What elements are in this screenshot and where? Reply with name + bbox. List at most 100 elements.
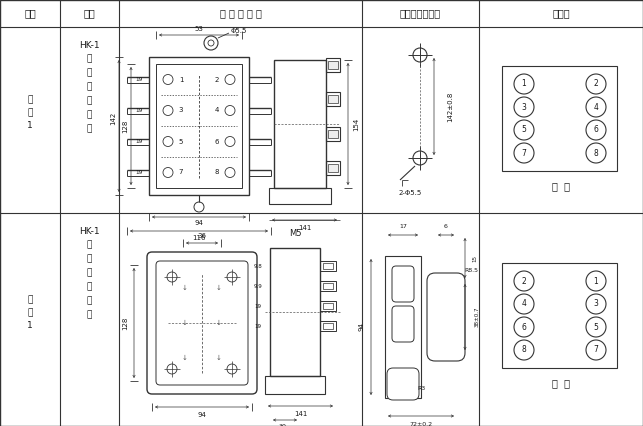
Text: 9.9: 9.9 (253, 283, 262, 288)
Text: 7: 7 (179, 170, 183, 176)
Text: 安装开孔尺寸图: 安装开孔尺寸图 (400, 9, 441, 18)
Text: 后: 后 (87, 282, 92, 291)
Circle shape (586, 143, 606, 163)
Text: 19: 19 (135, 77, 143, 82)
Text: 式: 式 (87, 83, 92, 92)
Bar (502, 66, 617, 171)
Bar (328, 164, 338, 172)
FancyBboxPatch shape (387, 368, 419, 400)
Text: 19: 19 (255, 323, 262, 328)
Text: 线: 线 (87, 311, 92, 320)
Text: 53: 53 (195, 26, 203, 32)
Text: 2: 2 (215, 77, 219, 83)
Text: 17: 17 (399, 225, 407, 230)
Text: 19: 19 (255, 303, 262, 308)
Text: 2: 2 (593, 80, 599, 89)
Text: ↓: ↓ (182, 285, 188, 291)
Circle shape (514, 294, 534, 314)
Text: 凸: 凸 (87, 55, 92, 63)
Text: 2: 2 (521, 276, 527, 285)
Circle shape (586, 271, 606, 291)
Text: 7: 7 (521, 149, 527, 158)
Text: 4: 4 (593, 103, 599, 112)
Bar (323, 323, 333, 329)
Text: 出: 出 (87, 254, 92, 264)
Text: ↓: ↓ (182, 320, 188, 326)
Text: 2-Φ5.5: 2-Φ5.5 (399, 190, 422, 196)
Bar (320, 281, 336, 291)
Circle shape (586, 317, 606, 337)
Circle shape (194, 202, 204, 212)
Circle shape (514, 317, 534, 337)
Bar (323, 303, 333, 309)
Text: 附: 附 (27, 295, 33, 304)
Text: 8: 8 (521, 345, 527, 354)
Circle shape (586, 120, 606, 140)
Text: 1: 1 (27, 121, 33, 130)
Text: 3: 3 (521, 103, 527, 112)
Text: 8: 8 (593, 149, 599, 158)
Text: 5: 5 (179, 138, 183, 144)
Circle shape (586, 97, 606, 117)
Text: 154: 154 (353, 118, 359, 131)
Circle shape (163, 167, 173, 178)
Text: 4: 4 (521, 299, 527, 308)
Text: M5: M5 (289, 230, 302, 239)
Bar (323, 263, 333, 269)
Circle shape (514, 143, 534, 163)
Bar (323, 283, 333, 289)
Bar (326, 92, 340, 106)
Bar (328, 60, 338, 69)
Text: 附: 附 (27, 95, 33, 104)
Text: 19: 19 (135, 170, 143, 175)
Text: 30: 30 (278, 424, 286, 426)
Bar (320, 321, 336, 331)
Text: 图: 图 (27, 308, 33, 317)
Circle shape (514, 271, 534, 291)
Text: Φ5.5: Φ5.5 (231, 28, 247, 34)
Text: 19: 19 (135, 108, 143, 113)
FancyBboxPatch shape (427, 273, 465, 361)
Circle shape (413, 151, 427, 165)
Circle shape (514, 340, 534, 360)
FancyBboxPatch shape (392, 266, 414, 302)
Bar (320, 301, 336, 311)
Text: 128: 128 (122, 119, 128, 132)
Circle shape (163, 136, 173, 147)
Text: 背  视: 背 视 (552, 378, 570, 388)
Text: ↓: ↓ (182, 355, 188, 361)
Text: 7: 7 (593, 345, 599, 354)
Text: 图: 图 (27, 109, 33, 118)
Circle shape (586, 340, 606, 360)
Text: 141: 141 (298, 225, 311, 231)
Text: 6: 6 (215, 138, 219, 144)
Text: 9.8: 9.8 (253, 264, 262, 268)
Bar (269, 188, 331, 204)
Text: 6: 6 (593, 126, 599, 135)
Circle shape (163, 106, 173, 115)
Circle shape (225, 167, 235, 178)
Text: 116: 116 (192, 235, 206, 241)
Text: 式: 式 (87, 268, 92, 277)
Bar (265, 376, 325, 394)
Text: ↓: ↓ (216, 320, 222, 326)
Text: 15: 15 (473, 254, 478, 262)
Text: 1: 1 (593, 276, 599, 285)
Bar (326, 127, 340, 141)
Text: 128: 128 (122, 317, 128, 330)
Text: 5: 5 (521, 126, 527, 135)
Text: 6: 6 (521, 322, 527, 331)
Circle shape (514, 97, 534, 117)
Text: 19: 19 (135, 139, 143, 144)
Text: 142: 142 (110, 111, 116, 125)
Bar (320, 261, 336, 271)
Circle shape (167, 272, 177, 282)
Circle shape (227, 364, 237, 374)
Text: 142±0.8: 142±0.8 (447, 91, 453, 122)
Bar (270, 248, 320, 376)
Text: 4: 4 (215, 107, 219, 113)
Circle shape (514, 74, 534, 94)
Text: 1: 1 (179, 77, 183, 83)
Text: 94: 94 (197, 412, 206, 418)
Bar (149, 57, 249, 195)
